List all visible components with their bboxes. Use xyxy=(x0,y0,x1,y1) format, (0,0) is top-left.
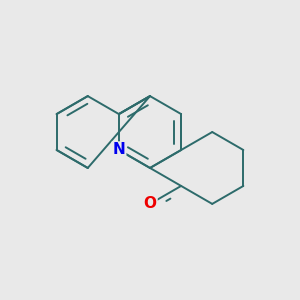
Text: O: O xyxy=(143,196,157,211)
Text: N: N xyxy=(112,142,125,158)
